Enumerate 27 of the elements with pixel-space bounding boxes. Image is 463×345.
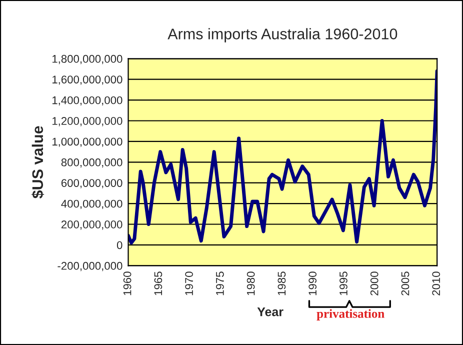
y-tick-label: 1,800,000,000 [52,54,122,64]
x-tick-label: 1970 [185,272,193,296]
x-tick-label: 2000 [370,272,378,296]
x-tick-label: 1960 [123,272,132,296]
y-tick-label: 1,600,000,000 [52,76,122,85]
x-tick-label: 1990 [308,272,317,296]
x-tick-label: 1995 [340,272,348,296]
line-series [128,69,438,245]
y-tick-label: -200,000,000 [58,262,122,272]
x-tick-label: 2010 [432,272,440,296]
text: privatisation [316,309,384,320]
x-axis-title: Year [257,308,284,316]
y-tick-label: 1,000,000,000 [52,138,122,147]
y-tick-label: 1,200,000,000 [52,117,122,126]
x-tick-label: 1965 [154,272,162,296]
x-tick-label: 1975 [216,272,224,296]
y-tick-label: 600,000,000 [61,179,122,188]
chart-title: Arms imports Australia 1960-2010 [168,28,398,42]
y-tick-label: 200,000,000 [61,220,122,230]
x-tick-label: 1980 [246,272,255,296]
y-tick-label: 400,000,000 [61,200,122,209]
x-tick-label: 1985 [278,272,286,296]
y-tick-label: 800,000,000 [61,158,122,168]
x-tick-label: 2005 [401,272,410,296]
y-tick-label: 1,400,000,000 [52,96,122,106]
y-tick-label: 0 [116,241,122,250]
y-axis-title: $US value [32,126,44,198]
